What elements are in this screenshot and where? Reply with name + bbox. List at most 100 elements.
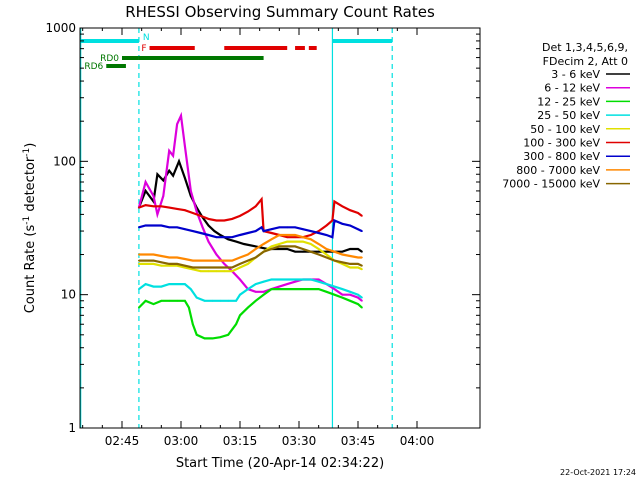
y-axis-label-mid: detector	[23, 156, 38, 216]
data-point-5-23	[309, 234, 312, 236]
data-point-6-15	[254, 230, 257, 233]
data-point-6-17	[262, 230, 265, 233]
data-point-0-30	[357, 248, 359, 250]
data-point-1-14	[215, 253, 218, 256]
data-point-8-17	[270, 248, 273, 250]
data-point-6-4	[168, 226, 171, 229]
data-point-8-27	[349, 263, 351, 265]
data-point-2-0	[138, 306, 140, 309]
data-point-4-12	[231, 270, 234, 273]
data-point-5-7	[191, 212, 194, 214]
data-point-8-14	[247, 259, 249, 262]
data-point-0-13	[213, 230, 216, 233]
data-point-0-31	[361, 250, 363, 253]
data-point-3-3	[160, 285, 163, 288]
data-point-6-5	[176, 226, 179, 229]
data-point-5-30	[357, 212, 359, 214]
data-point-3-0	[138, 288, 140, 290]
legend-label: 50 - 100 keV	[530, 123, 600, 136]
data-point-0-14	[219, 234, 222, 236]
data-point-2-16	[247, 306, 249, 309]
legend-label: 300 - 800 keV	[523, 150, 600, 163]
data-point-1-5	[168, 149, 171, 152]
data-point-8-1	[144, 259, 147, 262]
data-point-3-1	[144, 283, 147, 285]
data-point-5-2	[152, 205, 155, 208]
data-point-1-22	[278, 285, 281, 288]
data-point-0-28	[341, 250, 344, 253]
flag-label-rd6: RD6	[84, 62, 103, 72]
data-point-2-8	[191, 323, 194, 326]
data-point-7-24	[325, 248, 328, 250]
flag-label-rd0: RD0	[100, 54, 119, 64]
data-point-3-16	[254, 283, 257, 285]
data-point-4-27	[349, 266, 351, 269]
legend-header-2: FDecim 2, Att 0	[543, 55, 628, 68]
data-point-1-10	[189, 190, 192, 192]
x-tick-label: 03:45	[341, 434, 376, 448]
data-point-0-5	[168, 169, 171, 172]
legend: Det 1,3,4,5,6,9, FDecim 2, Att 0 3 - 6 k…	[502, 41, 630, 191]
data-point-1-29	[333, 288, 336, 290]
data-point-4-14	[247, 263, 249, 265]
data-point-5-25	[325, 224, 328, 227]
data-point-8-24	[325, 256, 328, 259]
data-point-5-5	[176, 208, 179, 210]
data-point-7-2	[152, 253, 155, 256]
data-point-6-25	[325, 234, 328, 236]
data-point-8-0	[138, 259, 140, 262]
data-point-2-6	[184, 299, 186, 302]
data-point-5-9	[207, 218, 210, 220]
x-axis: 02:45 03:00 03:15 03:30 03:45 04:00	[82, 28, 434, 448]
data-point-3-28	[349, 290, 351, 293]
data-point-6-29	[349, 224, 351, 227]
data-point-6-2	[152, 224, 155, 227]
data-point-2-11	[211, 337, 214, 340]
data-point-1-3	[156, 213, 159, 216]
data-point-2-24	[309, 288, 312, 290]
data-point-1-20	[262, 290, 265, 293]
series-line-800-7000-kev	[138, 233, 362, 262]
data-point-5-26	[331, 219, 334, 222]
data-point-6-10	[215, 236, 218, 239]
data-point-4-0	[138, 263, 140, 265]
data-point-3-15	[247, 288, 249, 290]
data-point-2-31	[361, 306, 363, 309]
data-point-5-15	[254, 205, 257, 208]
data-point-7-10	[215, 259, 218, 262]
data-point-3-24	[317, 280, 320, 283]
series-line-7000-15000-kev	[138, 245, 363, 269]
y-tick-label: 1000	[45, 21, 76, 35]
data-point-7-0	[138, 253, 140, 256]
data-point-1-27	[317, 278, 320, 281]
data-point-0-7	[178, 160, 180, 163]
data-point-7-16	[262, 243, 265, 245]
data-point-1-11	[195, 210, 198, 213]
data-point-2-5	[176, 299, 179, 302]
data-point-6-27	[333, 219, 336, 222]
data-point-2-2	[152, 303, 155, 305]
data-point-3-20	[286, 278, 289, 281]
data-point-5-6	[184, 209, 186, 212]
data-point-2-21	[286, 288, 289, 290]
data-point-1-24	[294, 280, 296, 283]
data-point-4-29	[361, 268, 363, 271]
data-point-3-23	[309, 278, 312, 281]
data-point-1-30	[341, 293, 344, 296]
data-point-2-1	[144, 299, 147, 302]
data-point-2-14	[235, 323, 238, 326]
data-point-1-2	[152, 195, 155, 197]
data-point-3-29	[357, 293, 359, 296]
data-point-5-10	[215, 219, 218, 222]
data-point-2-30	[357, 303, 359, 305]
data-point-4-19	[286, 240, 289, 243]
data-point-8-15	[254, 256, 257, 259]
data-point-6-19	[278, 226, 281, 229]
data-point-0-12	[207, 224, 210, 227]
data-point-7-8	[199, 259, 202, 262]
data-point-7-29	[361, 256, 363, 259]
data-point-8-21	[302, 248, 304, 250]
data-point-3-13	[235, 299, 238, 302]
data-point-8-26	[341, 261, 344, 264]
